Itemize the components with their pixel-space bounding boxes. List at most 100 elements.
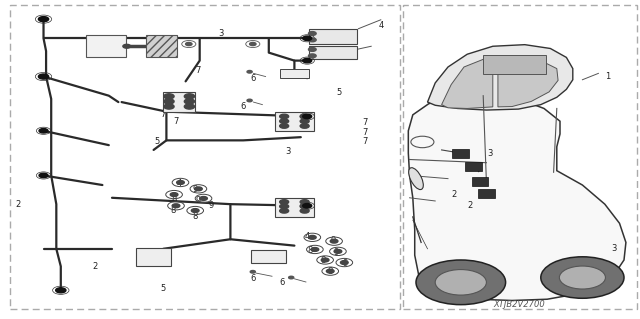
Text: 8: 8	[170, 206, 175, 215]
Circle shape	[303, 114, 312, 119]
Bar	[10, 5, 400, 309]
Circle shape	[200, 197, 207, 200]
Circle shape	[303, 58, 312, 63]
Circle shape	[303, 36, 312, 41]
Circle shape	[559, 266, 605, 289]
Bar	[403, 5, 637, 309]
Circle shape	[247, 99, 252, 102]
Circle shape	[172, 204, 180, 208]
Text: 7: 7	[362, 137, 367, 146]
Circle shape	[177, 181, 184, 184]
Circle shape	[39, 173, 48, 178]
Circle shape	[170, 193, 178, 197]
Circle shape	[300, 124, 309, 128]
Text: 7: 7	[161, 110, 166, 119]
Circle shape	[321, 258, 329, 262]
Circle shape	[164, 94, 174, 99]
Text: 9: 9	[333, 248, 339, 256]
Text: 5: 5	[154, 137, 159, 146]
Circle shape	[247, 70, 252, 73]
Text: 2: 2	[452, 190, 457, 199]
Text: 2: 2	[92, 262, 97, 271]
Circle shape	[435, 270, 486, 295]
Circle shape	[280, 114, 289, 119]
Circle shape	[191, 209, 199, 212]
Text: 3: 3	[612, 244, 617, 253]
Text: 7: 7	[362, 118, 367, 127]
Text: 6: 6	[241, 102, 246, 111]
Circle shape	[250, 42, 256, 46]
Text: 8: 8	[321, 256, 326, 265]
Circle shape	[186, 42, 192, 46]
Circle shape	[416, 260, 506, 305]
Bar	[309, 29, 357, 44]
Circle shape	[308, 38, 316, 42]
Circle shape	[289, 276, 294, 279]
Circle shape	[308, 48, 316, 51]
Circle shape	[164, 99, 174, 104]
Text: 3: 3	[218, 29, 223, 38]
Circle shape	[300, 209, 309, 213]
Circle shape	[303, 204, 312, 208]
Text: 9: 9	[330, 236, 335, 245]
Ellipse shape	[409, 168, 423, 189]
Circle shape	[184, 94, 195, 99]
Text: 8: 8	[193, 212, 198, 221]
Text: 7: 7	[196, 66, 201, 75]
Text: 7: 7	[362, 128, 367, 137]
Polygon shape	[442, 57, 493, 108]
Text: 3: 3	[285, 147, 291, 156]
Bar	[472, 177, 488, 186]
Text: 2: 2	[15, 200, 20, 209]
Circle shape	[195, 187, 202, 191]
Text: 1: 1	[605, 72, 611, 81]
Text: 6: 6	[250, 74, 255, 83]
Circle shape	[38, 17, 49, 22]
Text: 7: 7	[173, 117, 179, 126]
Circle shape	[280, 204, 289, 209]
Circle shape	[308, 54, 316, 58]
Bar	[251, 250, 287, 263]
Text: 5: 5	[337, 88, 342, 97]
Circle shape	[308, 32, 316, 35]
Circle shape	[311, 248, 319, 251]
Bar	[146, 35, 177, 57]
Bar	[275, 112, 314, 131]
Circle shape	[340, 261, 348, 264]
Bar	[163, 92, 195, 112]
Circle shape	[39, 129, 48, 133]
Circle shape	[326, 269, 334, 273]
Bar	[452, 149, 469, 158]
Circle shape	[334, 249, 342, 253]
Bar	[309, 46, 357, 59]
Circle shape	[250, 271, 255, 273]
Polygon shape	[498, 57, 558, 107]
Circle shape	[280, 124, 289, 128]
Bar	[478, 189, 495, 198]
Text: 9: 9	[343, 259, 348, 268]
Polygon shape	[408, 96, 626, 300]
Circle shape	[300, 200, 309, 204]
Circle shape	[38, 74, 49, 79]
Circle shape	[300, 204, 309, 209]
Text: 2: 2	[468, 201, 473, 210]
Bar	[483, 55, 546, 74]
Bar	[275, 198, 314, 217]
Text: 6: 6	[279, 278, 284, 287]
Text: 9: 9	[196, 197, 201, 205]
Text: 8: 8	[172, 195, 177, 204]
Circle shape	[541, 257, 624, 298]
Bar	[136, 248, 172, 265]
Circle shape	[280, 119, 289, 123]
Bar	[465, 162, 482, 171]
Circle shape	[56, 288, 66, 293]
Circle shape	[164, 104, 174, 109]
Text: 6: 6	[250, 274, 255, 283]
Circle shape	[308, 235, 316, 239]
Text: 9: 9	[193, 185, 198, 194]
Text: 8: 8	[327, 267, 332, 276]
Text: XTJB2V2700: XTJB2V2700	[494, 300, 545, 309]
Circle shape	[280, 209, 289, 213]
Text: 5: 5	[161, 284, 166, 293]
Polygon shape	[428, 45, 573, 110]
